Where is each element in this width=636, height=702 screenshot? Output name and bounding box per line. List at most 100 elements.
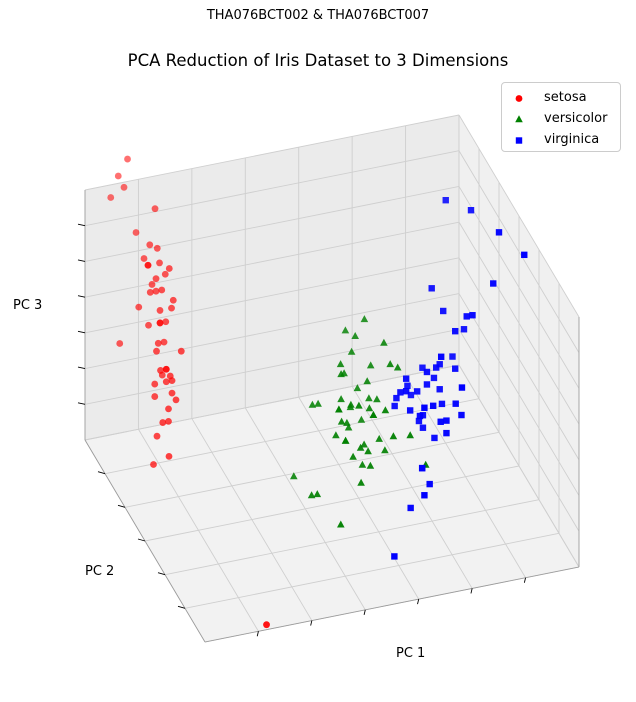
versicolor-point [365,404,374,412]
virginica-point [521,251,528,259]
virginica-point [442,196,449,204]
triangle-marker-icon [508,114,530,124]
versicolor-point [380,338,388,346]
y-tick [157,572,166,576]
setosa-point [159,419,167,426]
virginica-point [421,492,428,499]
versicolor-point [290,472,298,480]
versicolor-point [336,360,345,368]
z-axis-label: PC 3 [13,298,43,313]
grid-line-floor-v [144,465,520,542]
versicolor-point [406,431,414,439]
x-tick [417,599,420,605]
figure-suptitle: THA076BCT002 & THA076BCT007 [206,8,430,23]
virginica-point [443,429,450,437]
setosa-point [162,318,170,326]
virginica-point [429,402,437,410]
setosa-point [168,389,176,397]
versicolor-point [357,478,365,486]
grid-line-back-w [84,364,460,441]
setosa-point [150,461,157,468]
setosa-point [148,281,156,288]
setosa-point [120,183,128,191]
virginica-point [433,364,440,371]
grid-line-side-w [458,221,580,425]
virginica-point [490,280,497,287]
versicolor-point [308,400,317,408]
grid-line-side-w [458,150,580,353]
back-wall-pane [85,115,459,440]
setosa-point [165,417,172,425]
virginica-point [413,388,421,395]
versicolor-point [366,361,375,369]
virginica-point [436,386,443,393]
versicolor-point [375,434,383,442]
grid-line-side-w [458,257,580,461]
setosa-point [114,172,122,180]
virginica-point [469,312,476,319]
data-points [107,155,528,629]
setosa-point [146,241,154,249]
virginica-point [393,394,400,402]
versicolor-point [314,399,322,407]
y-tick [177,605,186,609]
setosa-point [165,265,173,272]
virginica-point [437,418,444,425]
virginica-point [430,374,438,382]
setosa-point [168,304,175,312]
versicolor-point [381,446,389,454]
versicolor-point [347,347,356,355]
virginica-point [431,434,438,442]
grid-line-back-w [84,328,460,405]
virginica-point [460,326,468,333]
setosa-point [156,259,163,267]
versicolor-point [337,370,345,378]
virginica-point [438,400,446,408]
setosa-point [157,367,164,374]
legend-label: versicolor [544,111,608,126]
setosa-point [165,405,172,413]
chart-title: PCA Reduction of Iris Dataset to 3 Dimen… [127,51,509,70]
virginica-point [495,229,503,236]
virginica-point [458,411,465,419]
setosa-point [116,340,124,347]
x-tick [523,577,527,583]
virginica-point [416,412,424,420]
setosa-point [146,288,154,296]
setosa-point [140,255,148,262]
versicolor-point [353,384,362,392]
versicolor-point [349,452,357,460]
versicolor-point [344,423,353,431]
legend-marker-setosa [515,94,523,102]
versicolor-point [358,460,367,468]
virginica-point [406,407,414,414]
setosa-point [151,393,159,400]
setosa-point [160,338,168,346]
virginica-point [423,381,431,388]
legend-item-virginica: virginica [508,129,614,150]
versicolor-point [360,440,368,448]
grid-line-back-w [84,185,460,262]
grid-line-back-w [84,150,460,227]
legend: setosa versicolor virginica [501,82,621,152]
versicolor-point [373,395,381,403]
versicolor-point [332,431,340,439]
setosa-point [177,347,185,355]
versicolor-point [393,363,402,371]
grid-line-side-w [458,364,580,568]
virginica-point [391,553,398,560]
axis-edge [204,566,580,643]
legend-label: setosa [544,90,587,105]
virginica-point [452,327,459,335]
setosa-point [165,453,173,460]
virginica-point [391,402,398,410]
virginica-point [467,207,475,214]
legend-item-versicolor: versicolor [508,108,614,129]
setosa-point [151,380,159,388]
versicolor-point [386,360,394,368]
setosa-point [162,365,170,373]
versicolor-point [355,401,363,409]
setosa-point [153,244,161,252]
setosa-point [144,261,152,269]
virginica-point [421,404,428,411]
